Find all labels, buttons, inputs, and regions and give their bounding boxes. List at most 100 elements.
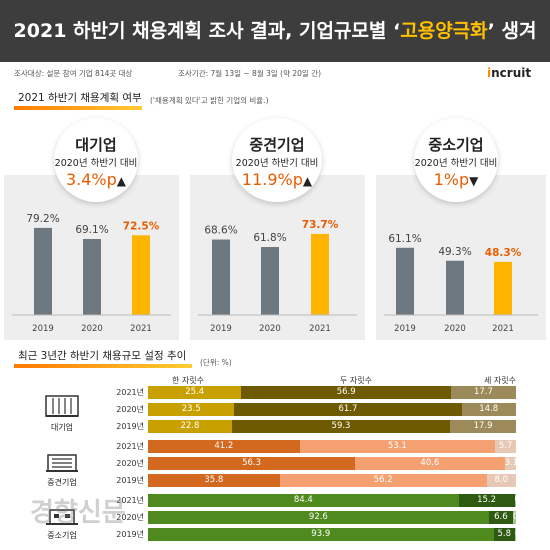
section2-heading: 최근 3년간 하반기 채용규모 설정 추이 — [18, 350, 187, 362]
bar-value-label: 49.3% — [438, 246, 471, 258]
x-tick-label: 2021 — [309, 324, 331, 334]
bar-2021 — [132, 235, 150, 315]
stack-segment: 40.6 — [355, 457, 505, 470]
bar-value-label: 73.7% — [302, 219, 339, 231]
logo-text: ncruit — [491, 66, 532, 80]
building-small-icon — [46, 509, 78, 525]
stack-segment: 0.4 — [514, 494, 516, 507]
bar-chart-small: 61.1% 2019 49.3% 2020 48.3% 2021 — [384, 233, 538, 334]
survey-period: 조사기간: 7월 13일 ~ 8월 3일 (약 20일 간) — [178, 69, 322, 78]
group-compare: 2020년 하반기 대비 — [54, 158, 138, 169]
stack-segment: 93.9 — [148, 528, 494, 541]
bar-2020 — [83, 238, 101, 315]
stack-segment: 5.8 — [493, 528, 515, 541]
stacked-row: 84.415.20.4 — [148, 494, 516, 507]
change-value: 1%p — [433, 170, 470, 189]
bubble-small: 중소기업 2020년 하반기 대비 1%p▼ — [414, 118, 498, 202]
x-tick-label: 2020 — [259, 324, 281, 334]
section1-underline — [14, 106, 142, 110]
stack-segment: 92.6 — [148, 511, 489, 524]
bar-chart-medium: 68.6% 2019 61.8% 2020 73.7% 2021 — [198, 219, 357, 334]
title-bar: 2021 하반기 채용계획 조사 결과, 기업규모별 ‘고용양극화’ 생겨 — [0, 0, 550, 62]
page-title: 2021 하반기 채용계획 조사 결과, 기업규모별 ‘고용양극화’ 생겨 — [0, 0, 550, 62]
group-name: 대기업 — [75, 136, 117, 154]
title-highlight: 고용양극화 — [400, 20, 488, 42]
bar-2021 — [311, 233, 329, 315]
stack-segment: 84.4 — [148, 494, 459, 507]
up-arrow-icon: ▲ — [302, 174, 313, 188]
bar-2020 — [446, 260, 464, 315]
bar-chart-large: 79.2% 2019 69.1% 2020 72.5% 2021 — [12, 213, 171, 334]
stack-segment: 53.1 — [299, 440, 496, 453]
stack-segment: 23.5 — [148, 403, 235, 416]
stacked-row: 25.4 56.9 17.7 — [148, 386, 516, 399]
survey-info: 조사대상: 설문 참여 기업 814곳 대상 — [14, 69, 133, 78]
bubble-large: 대기업 2020년 하반기 대비 3.4%p▲ — [54, 118, 138, 202]
x-tick-label: 2020 — [444, 324, 466, 334]
stack-segment: 56.9 — [241, 386, 451, 399]
x-tick-label: 2019 — [32, 324, 54, 334]
change-value: 11.9%p — [241, 170, 303, 189]
stack-segment: 56.2 — [279, 474, 487, 487]
bar-2019 — [34, 227, 52, 315]
stack-segment: 61.7 — [234, 403, 462, 416]
stacked-row: 41.2 53.1 5.7 — [148, 440, 516, 453]
incruit-logo: incruit — [487, 66, 531, 80]
stack-segment: 17.9 — [450, 420, 516, 433]
stack-segment: 5.7 — [495, 440, 516, 453]
x-tick-label: 2019 — [394, 324, 416, 334]
section2-unit: (단위: %) — [200, 358, 232, 367]
building-large-icon — [45, 395, 79, 417]
title-text-prefix: 2021 하반기 채용계획 조사 결과, 기업규모별 ‘ — [13, 20, 401, 42]
stack-segment: 14.8 — [461, 403, 516, 416]
bar-value-label: 69.1% — [75, 224, 108, 236]
stack-segment: 0.8 — [513, 511, 516, 524]
row-year-label: 2021년 — [116, 388, 144, 397]
stack-segment: 17.7 — [450, 386, 516, 399]
stack-segment: 0.3 — [514, 528, 516, 541]
group-label-large: 대기업 — [50, 423, 74, 432]
section1-note: ('채용계획 있다'고 밝힌 기업의 비율.) — [150, 96, 269, 105]
col-header-one: 한 자릿수 — [172, 376, 204, 385]
group-change: 1%p▼ — [414, 170, 498, 189]
row-year-label: 2020년 — [116, 459, 144, 468]
watermark: 경향신문 — [30, 498, 126, 528]
group-compare: 2020년 하반기 대비 — [414, 158, 498, 169]
bar-2019 — [396, 247, 414, 315]
stack-segment: 3.1 — [504, 457, 516, 470]
group-label-medium: 중견기업 — [47, 478, 77, 487]
bar-value-label: 61.8% — [253, 232, 286, 244]
bar-2020 — [261, 247, 279, 315]
stack-segment: 59.3 — [231, 420, 451, 433]
bar-value-label: 61.1% — [388, 233, 421, 245]
up-arrow-icon: ▲ — [116, 174, 127, 188]
row-year-label: 2020년 — [116, 405, 144, 414]
stack-segment: 41.2 — [148, 440, 300, 453]
row-year-label: 2019년 — [116, 476, 144, 485]
group-label-small: 중소기업 — [47, 531, 77, 540]
stack-segment: 25.4 — [148, 386, 242, 399]
stack-segment: 22.8 — [148, 420, 232, 433]
section1-heading: 2021 하반기 채용계획 여부 — [18, 92, 142, 104]
group-name: 중소기업 — [428, 136, 484, 154]
stack-segment: 15.2 — [458, 494, 515, 507]
building-medium-icon — [46, 454, 78, 472]
x-tick-label: 2021 — [492, 324, 514, 334]
x-tick-label: 2021 — [130, 324, 152, 334]
stacked-row: 35.8 56.2 8.0 — [148, 474, 516, 487]
col-header-two: 두 자릿수 — [340, 376, 372, 385]
stacked-row: 92.66.60.8 — [148, 511, 516, 524]
bubble-medium: 중견기업 2020년 하반기 대비 11.9%p▲ — [232, 118, 322, 202]
stacked-row: 93.95.80.3 — [148, 528, 516, 541]
stacked-row: 22.8 59.3 17.9 — [148, 420, 516, 433]
bar-2019 — [212, 239, 230, 315]
down-arrow-icon: ▼ — [469, 174, 479, 188]
stack-segment: 6.6 — [488, 511, 514, 524]
row-year-label: 2021년 — [116, 496, 144, 505]
row-year-label: 2021년 — [116, 442, 144, 451]
stacked-row: 56.3 40.6 3.1 — [148, 457, 516, 470]
section2-underline — [14, 364, 192, 368]
row-year-label: 2020년 — [116, 513, 144, 522]
title-text-suffix: ’ 생겨 — [487, 20, 537, 42]
bar-value-label: 48.3% — [485, 247, 522, 259]
